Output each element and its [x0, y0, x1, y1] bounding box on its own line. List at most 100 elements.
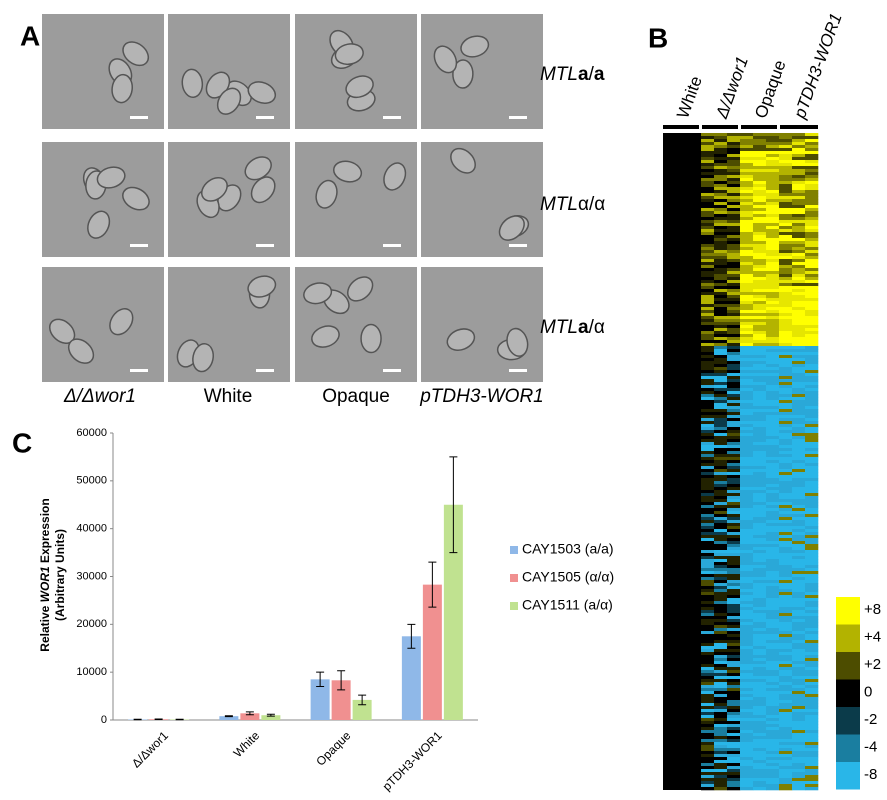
heatmap-cell — [805, 418, 819, 422]
heatmap-cell — [779, 463, 793, 467]
heatmap-cell — [740, 139, 754, 143]
heatmap-cell — [779, 490, 793, 494]
heatmap-cell — [792, 163, 806, 167]
heatmap-cell — [805, 355, 819, 359]
heatmap-cell — [740, 700, 754, 704]
y-tick-label: 60000 — [76, 427, 107, 439]
heatmap-cell — [740, 781, 754, 785]
heatmap-cell — [714, 223, 728, 227]
heatmap-cell — [753, 541, 767, 545]
heatmap-cell — [805, 604, 819, 608]
heatmap-cell — [727, 388, 741, 392]
heatmap-cell — [805, 613, 819, 617]
heatmap-cell — [714, 589, 728, 593]
heatmap-cell — [701, 358, 715, 362]
heatmap-cell — [727, 268, 741, 272]
heatmap-cell — [753, 553, 767, 557]
column-brackets — [663, 125, 818, 129]
heatmap-cell — [792, 199, 806, 203]
heatmap-cell — [714, 229, 728, 233]
heatmap-cell — [701, 421, 715, 425]
heatmap-cell — [753, 739, 767, 743]
heatmap-cell — [701, 427, 715, 431]
heatmap-cell — [714, 493, 728, 497]
heatmap-cell — [701, 631, 715, 635]
heatmap-cell — [779, 694, 793, 698]
heatmap-cell — [727, 340, 741, 344]
y-tick-label: 40000 — [76, 523, 107, 535]
heatmap-cell — [792, 766, 806, 770]
heatmap-cell — [753, 331, 767, 335]
cell — [346, 276, 374, 302]
heatmap-cell — [779, 340, 793, 344]
heatmap-cell — [805, 574, 819, 578]
heatmap-cell — [714, 478, 728, 482]
heatmap-cell — [766, 757, 780, 761]
heatmap-cell — [727, 355, 741, 359]
heatmap-cell — [766, 430, 780, 434]
heatmap-cell — [766, 502, 780, 506]
heatmap-cell — [805, 529, 819, 533]
heatmap-cell — [779, 748, 793, 752]
heatmap-cell — [714, 370, 728, 374]
heatmap-cell — [701, 409, 715, 413]
heatmap-cell — [766, 313, 780, 317]
heatmap-cell — [701, 712, 715, 716]
heatmap-cell — [714, 511, 728, 515]
heatmap-cell — [740, 310, 754, 314]
heatmap-cell — [779, 286, 793, 290]
heatmap-cell — [792, 160, 806, 164]
heatmap-cell — [753, 502, 767, 506]
heatmap-cell — [792, 697, 806, 701]
heatmap-cell — [727, 781, 741, 785]
heatmap-cell — [714, 766, 728, 770]
heatmap-cell — [766, 724, 780, 728]
heatmap-cell — [701, 523, 715, 527]
heatmap-cell — [701, 538, 715, 542]
heatmap-cell — [779, 532, 793, 536]
heatmap-cell — [753, 199, 767, 203]
heatmap-cell — [792, 439, 806, 443]
heatmap-cell — [779, 784, 793, 788]
heatmap-cell — [753, 262, 767, 266]
heatmap-cell — [740, 241, 754, 245]
heatmap-cell — [805, 238, 819, 242]
heatmap-cell — [701, 766, 715, 770]
heatmap-cell — [792, 259, 806, 263]
row-label-part: α/α — [578, 194, 605, 215]
heatmap-cell — [714, 442, 728, 446]
heatmap-cell — [766, 553, 780, 557]
heatmap-cell — [701, 403, 715, 407]
heatmap-cell — [727, 721, 741, 725]
cell — [446, 328, 476, 351]
heatmap-cell — [701, 643, 715, 647]
heatmap-cell — [779, 745, 793, 749]
heatmap-cell — [701, 247, 715, 251]
heatmap-cell — [792, 289, 806, 293]
heatmap-cell — [714, 334, 728, 338]
heatmap-cell — [779, 238, 793, 242]
heatmap-cell — [779, 265, 793, 269]
heatmap-cell — [792, 541, 806, 545]
heatmap-cell — [805, 685, 819, 689]
heatmap-cell — [766, 691, 780, 695]
heatmap-cell — [714, 304, 728, 308]
heatmap-cell — [740, 187, 754, 191]
heatmap-cell — [740, 364, 754, 368]
heatmap-cell — [766, 667, 780, 671]
heatmap-cell — [805, 184, 819, 188]
heatmap-cell — [753, 208, 767, 212]
heatmap-cell — [701, 154, 715, 158]
heatmap-cell — [766, 586, 780, 590]
heatmap-cell — [805, 490, 819, 494]
heatmap-cell — [740, 640, 754, 644]
y-tick-label: 20000 — [76, 618, 107, 630]
heatmap-cell — [779, 577, 793, 581]
heatmap-cell — [753, 289, 767, 293]
heatmap-cell — [714, 265, 728, 269]
heatmap-cell — [714, 691, 728, 695]
heatmap-cell — [753, 478, 767, 482]
heatmap-cell — [766, 646, 780, 650]
heatmap-cell — [753, 568, 767, 572]
heatmap-cell — [740, 493, 754, 497]
